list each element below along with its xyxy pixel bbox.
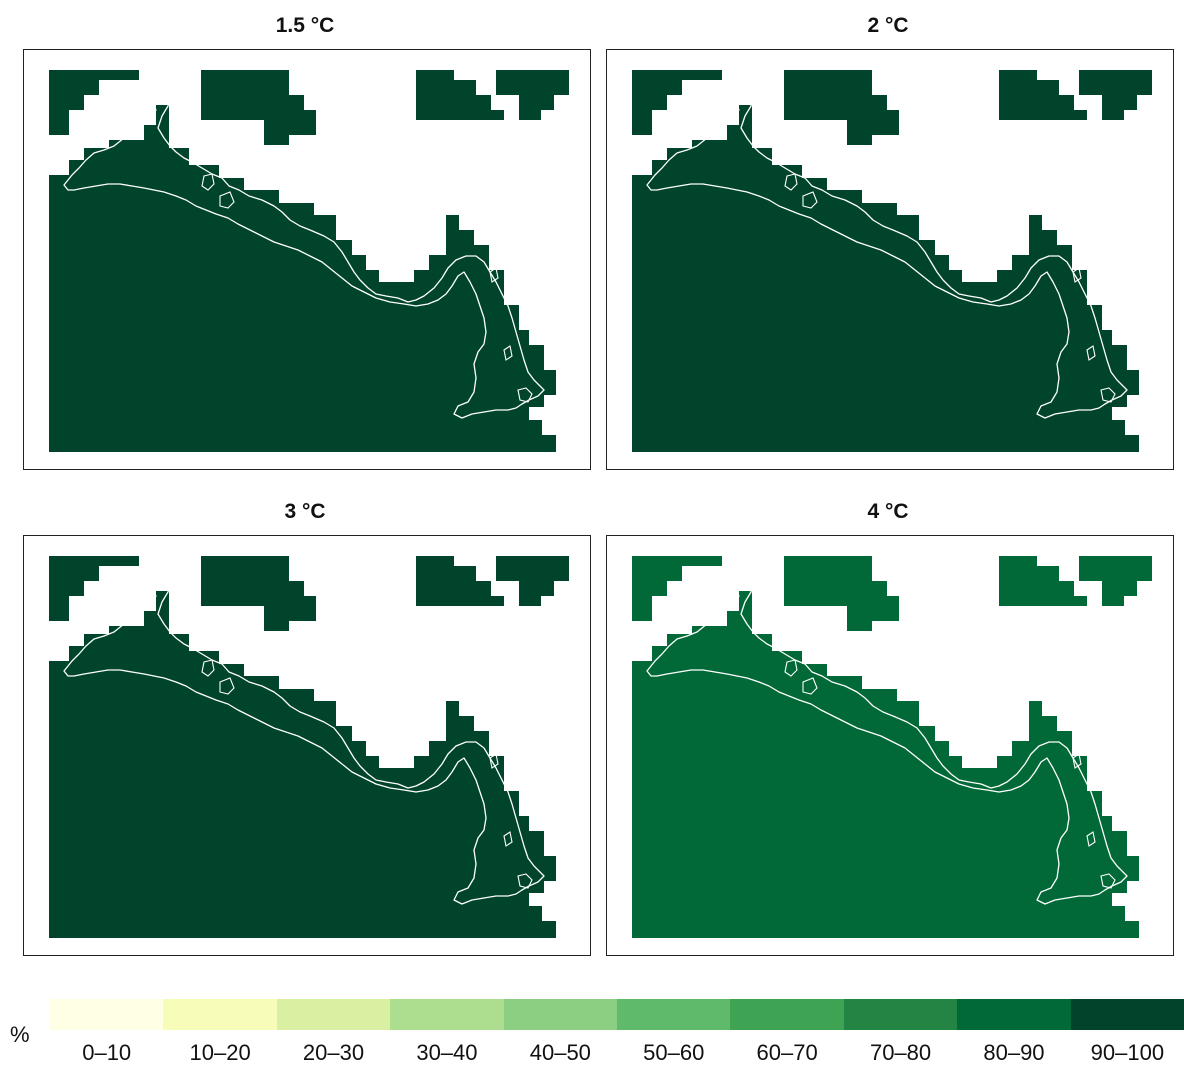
- legend-colorbar: [50, 999, 1184, 1030]
- island-outline: [732, 579, 746, 589]
- legend-swatch: [1070, 999, 1184, 1030]
- coastline: [646, 579, 1128, 905]
- legend-swatch: [276, 999, 391, 1030]
- island-outline: [1072, 753, 1082, 769]
- grid-region: [201, 556, 316, 631]
- island-outline: [503, 831, 513, 847]
- island-outline: [201, 173, 215, 191]
- map-panel-4: [606, 535, 1174, 956]
- map-panel-1: [23, 49, 591, 470]
- legend-label: 10–20: [189, 1040, 251, 1065]
- island-outline: [489, 753, 499, 769]
- legend-swatch: [503, 999, 618, 1030]
- legend-swatch: [843, 999, 958, 1030]
- panel-title-3: 3 °C: [284, 500, 326, 523]
- grid-region: [784, 556, 899, 631]
- legend-swatch: [163, 999, 277, 1030]
- island-outline: [517, 873, 533, 889]
- island-outline: [802, 677, 818, 695]
- panel-title-2: 2 °C: [867, 14, 909, 37]
- map-panel-2: [606, 49, 1174, 470]
- legend-label: 50–60: [643, 1040, 705, 1065]
- island-outline: [149, 579, 163, 589]
- island-outline: [517, 387, 533, 403]
- legend-label: 20–30: [302, 1040, 365, 1065]
- island-outline: [802, 191, 818, 209]
- legend-swatch: [617, 999, 731, 1030]
- panel-title-1: 1.5 °C: [275, 14, 335, 37]
- legend-label: 30–40: [416, 1040, 478, 1065]
- grid-region: [416, 556, 504, 606]
- island-outline: [489, 267, 499, 283]
- island-outline: [784, 173, 798, 191]
- map-svg: [632, 556, 1152, 938]
- map-svg: [49, 556, 569, 938]
- legend-swatch: [50, 999, 164, 1030]
- map-panel-3: [23, 535, 591, 956]
- grid-region: [416, 70, 504, 120]
- grid-region: [1079, 70, 1152, 120]
- grid-region: [784, 70, 899, 145]
- legend-label: 60–70: [756, 1040, 818, 1065]
- legend-swatch: [390, 999, 504, 1030]
- grid-region: [632, 70, 722, 135]
- island-outline: [201, 659, 215, 677]
- grid-region: [632, 105, 1139, 452]
- legend-label: 90–100: [1090, 1040, 1165, 1065]
- island-outline: [219, 677, 235, 695]
- legend-labels: 0–10 10–20 20–30 30–40 40–50 50–60 60–70 70–80 8…: [50, 1040, 1184, 1066]
- island-outline: [219, 191, 235, 209]
- island-outline: [149, 93, 163, 103]
- grid-region: [49, 105, 556, 452]
- island-outline: [732, 93, 746, 103]
- grid-region: [49, 591, 556, 938]
- legend-unit: %: [10, 1022, 30, 1047]
- legend-swatch: [957, 999, 1071, 1030]
- legend-label: 70–80: [869, 1040, 932, 1065]
- legend-label: 80–90: [983, 1040, 1045, 1065]
- grid-region: [201, 70, 316, 145]
- grid-region: [999, 70, 1087, 120]
- panel-title-4: 4 °C: [867, 500, 909, 523]
- island-outline: [1086, 345, 1096, 361]
- grid-region: [496, 556, 569, 606]
- island-outline: [503, 345, 513, 361]
- coastline: [63, 93, 545, 419]
- island-outline: [1100, 873, 1116, 889]
- island-outline: [1072, 267, 1082, 283]
- map-svg: [632, 70, 1152, 452]
- map-svg: [49, 70, 569, 452]
- coastline: [646, 93, 1128, 419]
- grid-region: [632, 556, 722, 621]
- island-outline: [1086, 831, 1096, 847]
- island-outline: [784, 659, 798, 677]
- grid-region: [632, 591, 1139, 938]
- grid-region: [999, 556, 1087, 606]
- legend-label: 0–10: [82, 1040, 132, 1065]
- grid-region: [49, 556, 139, 621]
- grid-region: [49, 70, 139, 135]
- grid-region: [496, 70, 569, 120]
- legend-label: 40–50: [529, 1040, 591, 1065]
- legend-swatch: [730, 999, 844, 1030]
- coastline: [63, 579, 545, 905]
- grid-region: [1079, 556, 1152, 606]
- island-outline: [1100, 387, 1116, 403]
